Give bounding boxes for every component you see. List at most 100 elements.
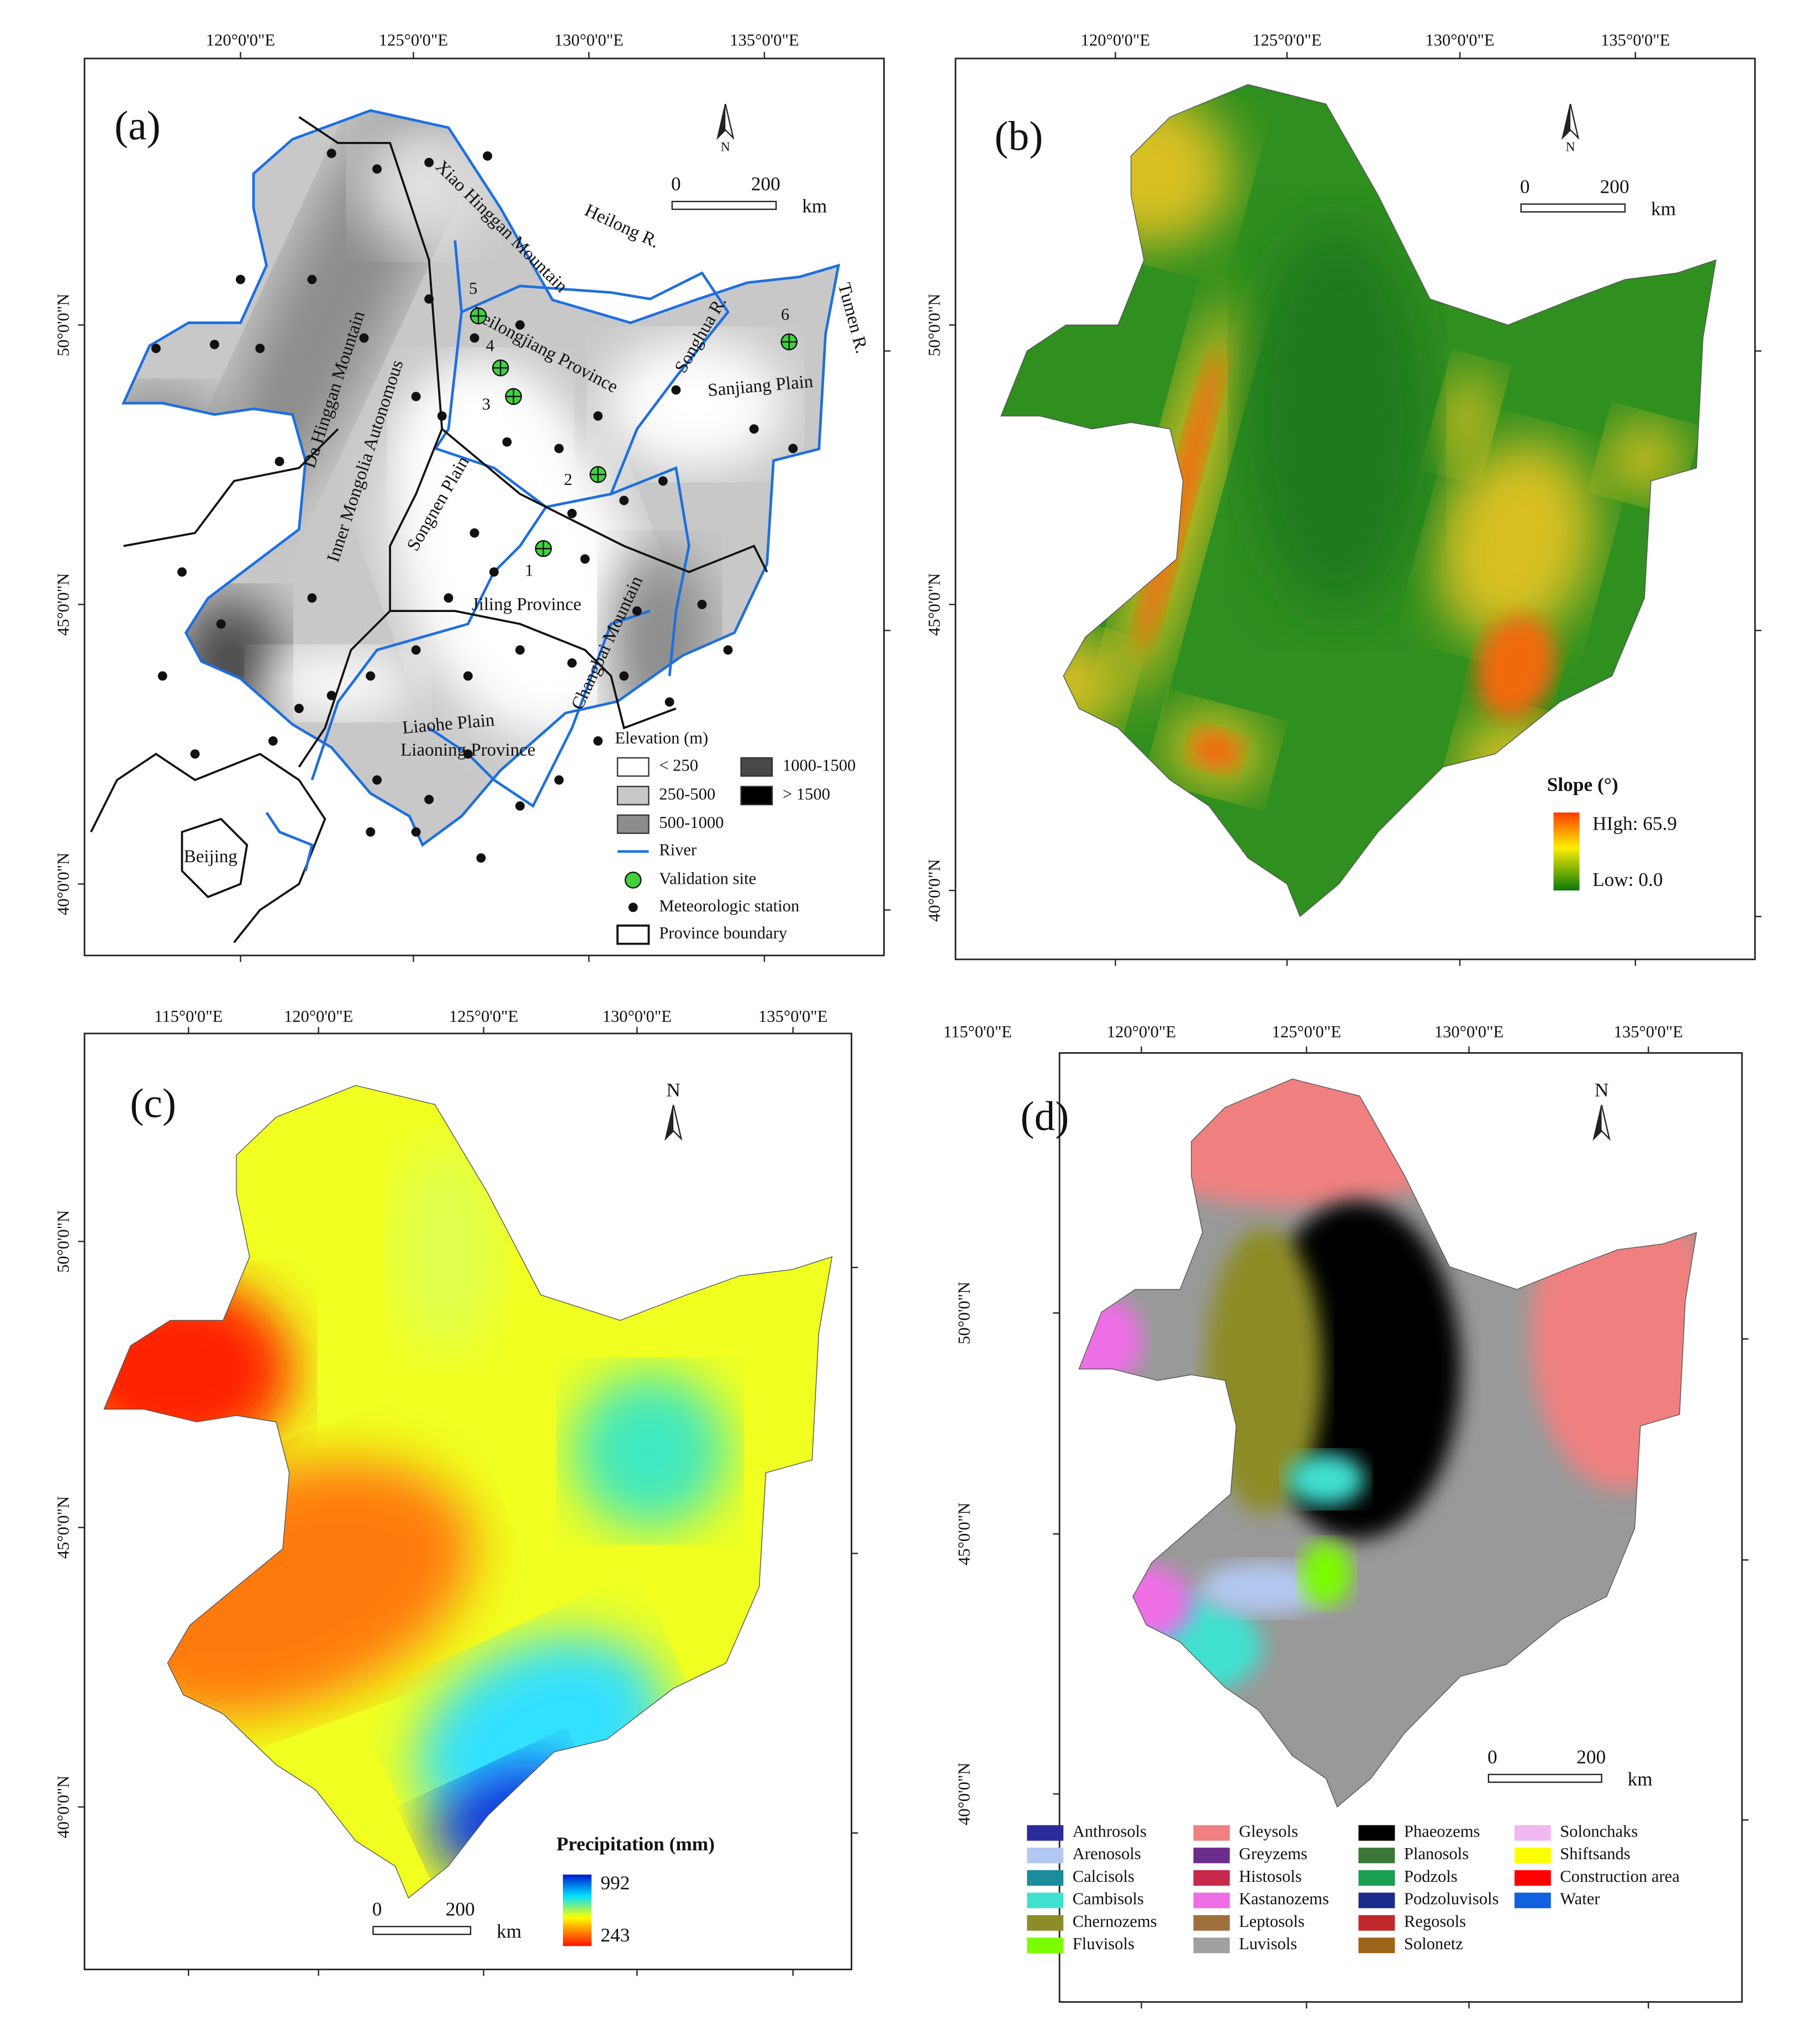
longitude-label: 125°0'0"E bbox=[1252, 30, 1321, 49]
longitude-label: 130°0'0"E bbox=[1434, 1022, 1504, 1041]
legend-swatch bbox=[616, 814, 650, 834]
meteorologic-station bbox=[366, 827, 376, 837]
raster-patch bbox=[1436, 439, 1596, 645]
longitude-label: 130°0'0"E bbox=[1425, 30, 1494, 49]
raster-patch bbox=[1287, 1453, 1365, 1506]
meteorologic-station bbox=[437, 411, 447, 421]
meteorologic-station bbox=[326, 690, 336, 700]
region-outline bbox=[1078, 1078, 1697, 1808]
legend-color-ramp bbox=[563, 1874, 592, 1946]
latitude-label: 45°0'0"N bbox=[925, 573, 944, 636]
longitude-label: 120°0'0"E bbox=[206, 30, 275, 49]
scale-unit: km bbox=[1628, 1768, 1653, 1790]
legend-swatch bbox=[1358, 1892, 1395, 1908]
longitude-label: 135°0'0"E bbox=[1601, 30, 1670, 49]
legend-swatch bbox=[740, 757, 773, 777]
meteorologic-station bbox=[372, 775, 382, 785]
longitude-label: 130°0'0"E bbox=[555, 30, 624, 49]
legend-label: Luvisols bbox=[1239, 1934, 1297, 1953]
legend-label: > 1500 bbox=[783, 784, 830, 803]
meteorologic-station bbox=[424, 157, 434, 167]
map-panel: 120°0'0"E 125°0'0"E 130°0'0"E 135°0'0"E 50°0… bbox=[925, 30, 1762, 966]
longitude-label: 125°0'0"E bbox=[379, 30, 448, 49]
meteorologic-station bbox=[567, 509, 577, 519]
legend-label: Regosols bbox=[1404, 1912, 1466, 1930]
north-arrow bbox=[666, 1105, 674, 1139]
legend-label: Gleysols bbox=[1239, 1822, 1298, 1841]
site-label: 6 bbox=[781, 305, 789, 324]
legend-swatch bbox=[1358, 1915, 1395, 1931]
meteorologic-station bbox=[372, 164, 382, 174]
meteorologic-station bbox=[326, 149, 336, 159]
north-label: N bbox=[721, 140, 730, 155]
map-panel: 115°0'0"E 120°0'0"E 125°0'0"E 130°0'0"E 135°… bbox=[943, 1022, 1749, 2009]
longitude-label: 135°0'0"E bbox=[730, 30, 799, 49]
raster-patch bbox=[572, 1373, 729, 1529]
meteorologic-station bbox=[476, 853, 486, 863]
meteorologic-station bbox=[307, 593, 317, 603]
province-boundary bbox=[298, 116, 444, 768]
legend-label: Anthrosols bbox=[1073, 1822, 1147, 1841]
meteorologic-station bbox=[366, 671, 376, 681]
legend-low: Low: 0.0 bbox=[1592, 869, 1663, 890]
latitude-label: 50°0'0"N bbox=[925, 294, 944, 356]
legend-label: Solonetz bbox=[1404, 1934, 1463, 1953]
legend-high: 992 bbox=[600, 1872, 630, 1894]
legend-label: Arenosols bbox=[1073, 1844, 1141, 1863]
meteorologic-station bbox=[307, 275, 317, 284]
latitude-label: 40°0'0"N bbox=[955, 1763, 974, 1825]
raster-patch bbox=[403, 363, 560, 519]
legend-label: Phaeozems bbox=[1404, 1822, 1480, 1841]
north-label: N bbox=[1566, 140, 1575, 155]
legend-swatch bbox=[1193, 1848, 1230, 1864]
meteorologic-station bbox=[463, 749, 473, 759]
validation-site bbox=[471, 308, 487, 324]
legend-label: < 250 bbox=[659, 756, 698, 775]
legend-swatch bbox=[616, 785, 650, 806]
panel-label: (c) bbox=[130, 1081, 176, 1127]
legend-label: Water bbox=[1560, 1890, 1600, 1908]
legend-high: HIgh: 65.9 bbox=[1592, 813, 1677, 835]
legend-label: Shiftsands bbox=[1560, 1844, 1630, 1863]
meteorologic-station bbox=[502, 437, 512, 447]
scale-label: 0 bbox=[372, 1898, 382, 1920]
legend-swatch bbox=[1027, 1915, 1064, 1931]
legend-label: Fluvisols bbox=[1073, 1934, 1135, 1953]
river bbox=[310, 506, 547, 780]
meteorologic-station bbox=[697, 599, 707, 609]
meteorologic-station bbox=[515, 645, 525, 655]
legend-label: 250-500 bbox=[659, 784, 715, 803]
longitude-label: 120°0'0"E bbox=[1081, 30, 1150, 49]
legend-label: 500-1000 bbox=[659, 813, 724, 832]
meteorologic-station bbox=[411, 645, 421, 655]
meteorologic-station bbox=[151, 344, 161, 354]
legend-swatch bbox=[1193, 1825, 1230, 1841]
meteorologic-station bbox=[294, 704, 304, 714]
legend-title: Elevation (m) bbox=[615, 729, 708, 747]
region-outline bbox=[1000, 84, 1717, 917]
province-boundary bbox=[441, 428, 768, 573]
legend-swatch bbox=[1027, 1848, 1064, 1864]
legend-label: Construction area bbox=[1560, 1867, 1680, 1886]
meteorologic-station bbox=[235, 275, 245, 284]
latitude-label: 45°0'0"N bbox=[54, 1496, 73, 1559]
legend-title: Precipitation (mm) bbox=[556, 1833, 715, 1855]
raster-patch bbox=[260, 651, 416, 716]
meteorologic-station bbox=[788, 444, 798, 453]
river bbox=[265, 811, 314, 872]
legend-swatch bbox=[1514, 1892, 1551, 1908]
meteorologic-station bbox=[469, 528, 479, 538]
legend-label: Podzols bbox=[1404, 1867, 1458, 1886]
legend-swatch bbox=[1358, 1848, 1395, 1864]
meteorologic-station bbox=[554, 444, 564, 453]
longitude-label: 115°0'0"E bbox=[943, 1022, 1012, 1041]
legend-swatch bbox=[616, 757, 650, 777]
meteorologic-station bbox=[749, 424, 759, 434]
map-panel: 120°0'0"E 125°0'0"E 130°0'0"E 135°0'0"E 50°0… bbox=[54, 30, 891, 962]
longitude-label: 120°0'0"E bbox=[284, 1007, 353, 1026]
scale-label: 200 bbox=[751, 173, 780, 195]
legend-swatch bbox=[1027, 1825, 1064, 1841]
place-label: Jiling Province bbox=[472, 594, 582, 614]
raster-patch bbox=[358, 119, 489, 249]
